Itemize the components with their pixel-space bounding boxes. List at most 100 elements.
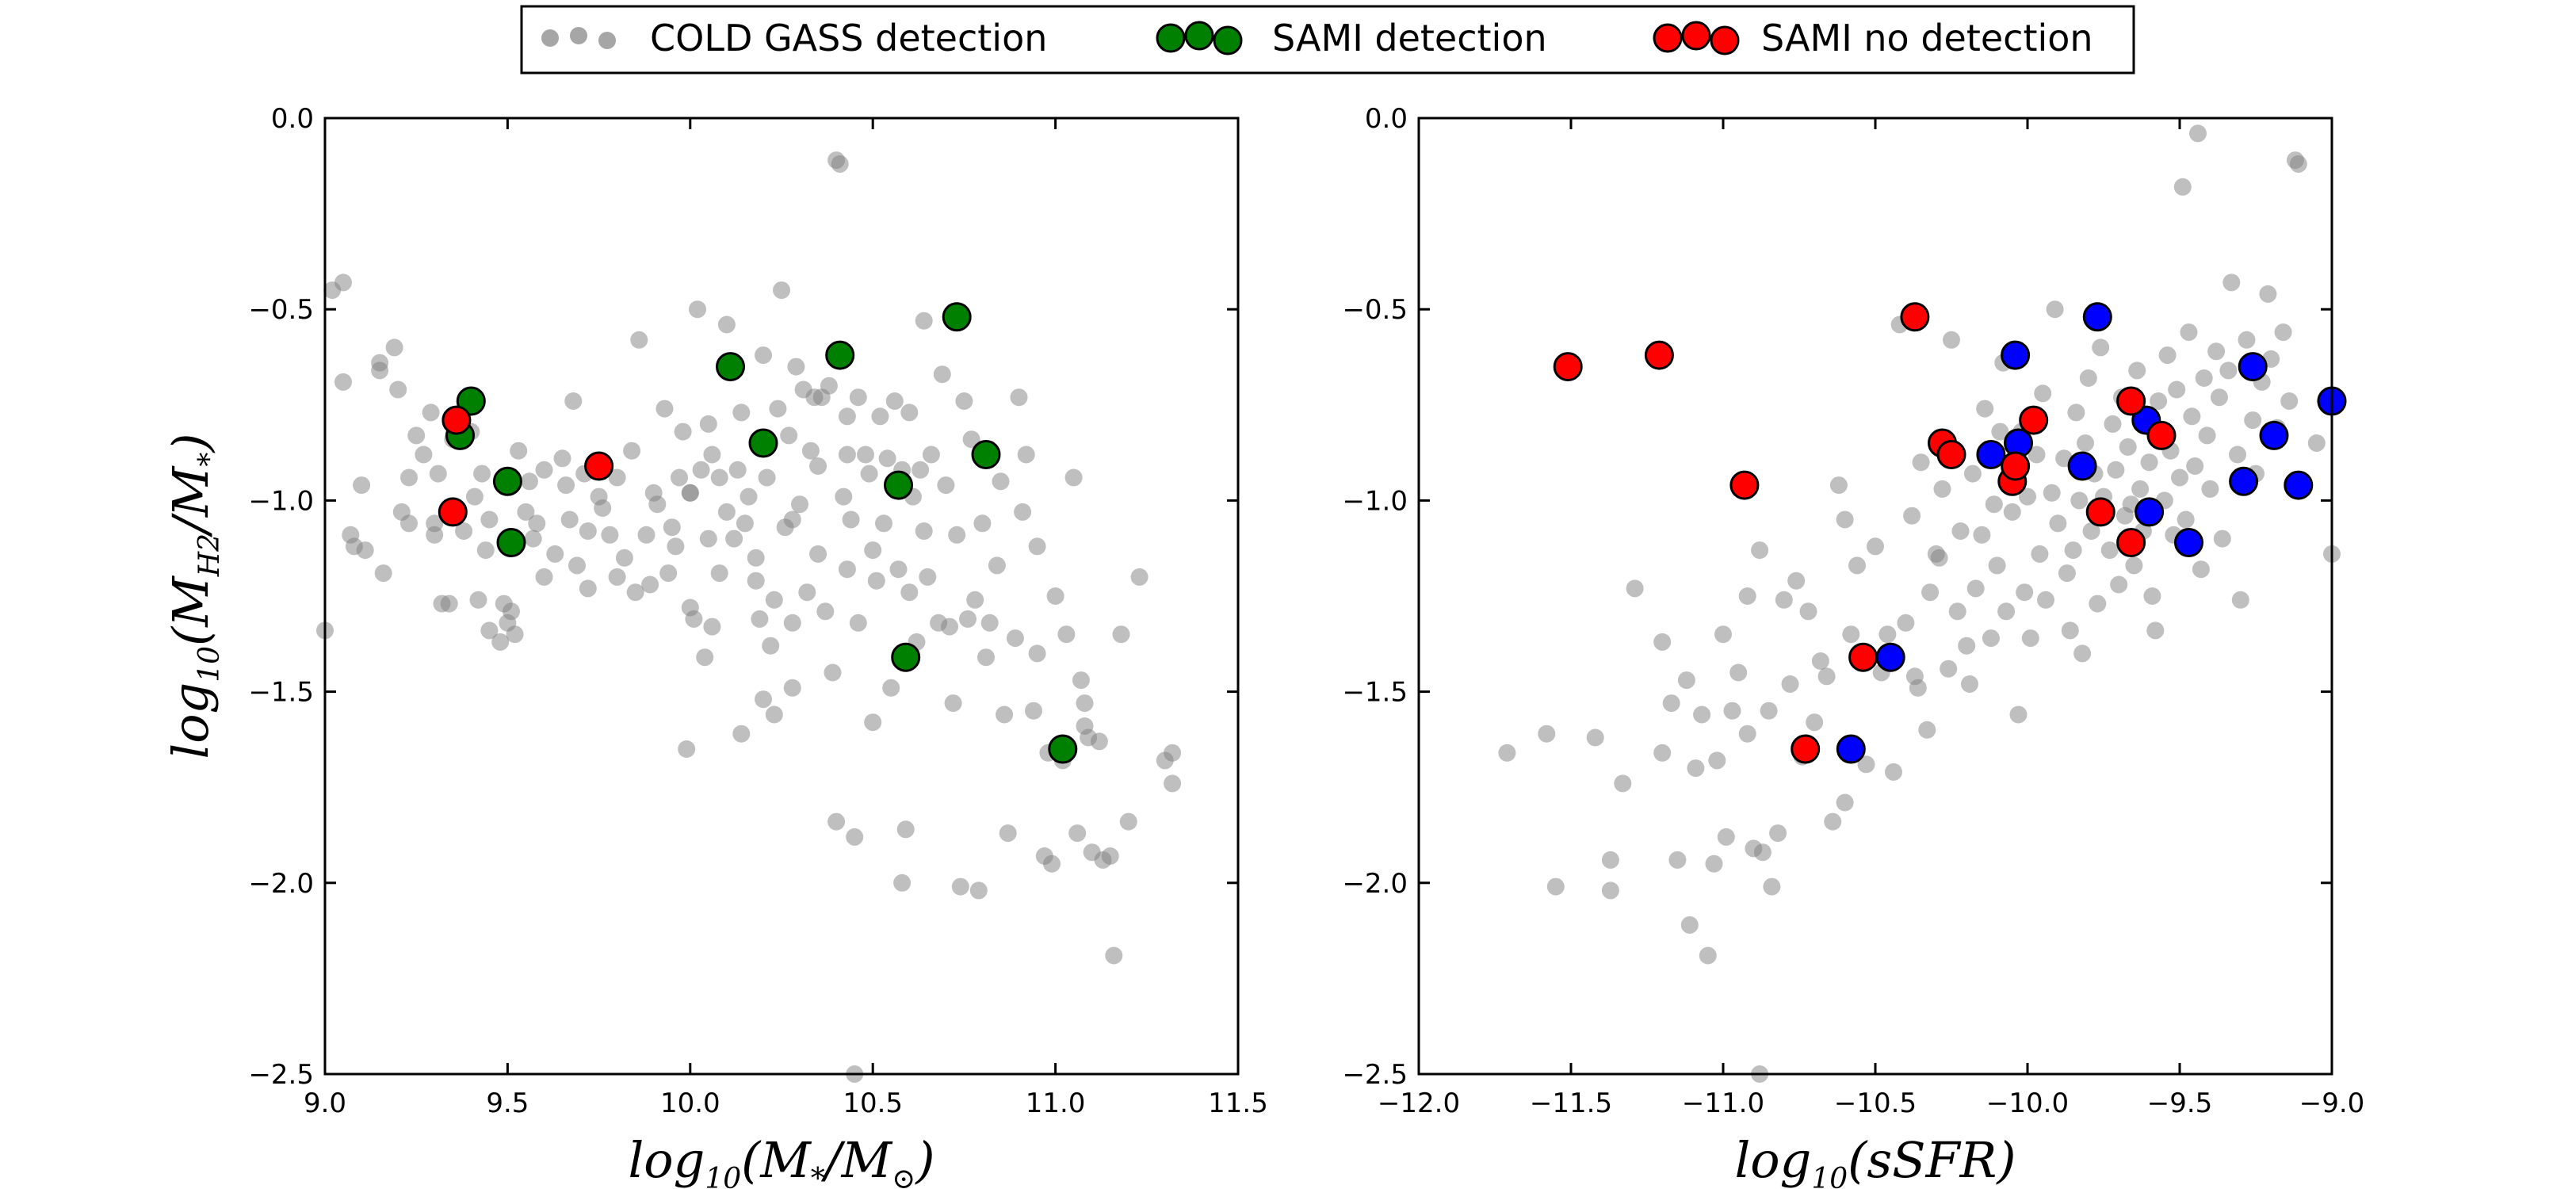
sami-detection-point [1976,440,2006,469]
x-tick-label: −9.5 [2147,1088,2213,1119]
cold-gass-point [1817,667,1836,686]
cold-gass-point [824,663,842,682]
legend-item-sami-no-detection: SAMI no detection [1653,17,2093,59]
cold-gass-point [1948,602,1966,621]
plot-frame [1417,117,2333,1076]
sami-no-detection-point [2116,528,2146,557]
cold-gass-point [710,564,728,583]
cold-gass-point [809,545,827,563]
cold-gass-point [608,468,626,487]
x-tick-label: 11.0 [1026,1088,1086,1119]
cold-gass-point [948,526,966,544]
cold-gass-point [334,373,352,391]
sami-no-detection-point [441,405,472,435]
cold-gass-point [1112,625,1130,644]
cold-gass-point [740,487,758,506]
cold-gass-point [867,572,885,590]
cold-gass-point [2231,591,2249,609]
cold-gass-point [864,541,882,560]
cold-gass-point [528,514,546,533]
cold-gass-point [1072,671,1090,690]
cold-gass-point [2222,273,2241,292]
x-tick-label: 11.5 [1208,1088,1268,1119]
cold-gass-point [1806,713,1824,732]
cold-gass-point [2210,388,2228,407]
cold-gass-point [1848,556,1866,575]
cold-gass-point [773,281,790,300]
sami-no-detection-point [2019,405,2049,435]
cold-gass-point [385,338,403,357]
cold-gass-point [1028,644,1046,663]
cold-gass-point [747,549,765,567]
cold-gass-point [2201,480,2219,498]
cold-gass-point [579,522,597,540]
cold-gass-point [521,472,538,491]
cold-gass-point [2070,491,2089,510]
cold-gass-point [1997,602,2016,621]
cold-gass-point [1714,625,1732,644]
cold-gass-point [838,445,856,464]
cold-gass-point [663,518,681,537]
cold-gass-point [641,575,659,594]
legend-label-cold-gass: COLD GASS detection [650,17,1047,59]
cold-gass-point [2168,380,2186,399]
cold-gass-point [988,556,1006,575]
cold-gass-point [1614,774,1632,793]
cold-gass-point [2307,434,2326,452]
cold-gass-point [717,315,736,334]
cold-gass-point [615,549,633,567]
cold-gass-point [1760,702,1778,720]
cold-gass-point [2259,285,2277,303]
cold-gass-point [857,445,874,464]
cold-gass-point [835,487,853,506]
cold-gass-point [860,465,878,483]
cold-gass-point [2238,331,2256,349]
cold-gass-point [1973,526,1991,544]
cold-gass-point [2064,541,2082,560]
cold-gass-point [400,514,418,533]
cold-gass-point [1090,732,1108,751]
x-tick-label: 9.0 [304,1088,346,1119]
legend-item-sami-detection: SAMI detection [1156,17,1547,59]
cold-gass-point [2110,575,2128,594]
cold-gass-point [732,403,751,422]
cold-gass-point [2289,155,2307,173]
cold-gass-point [1653,744,1672,762]
legend-item-cold-gass: COLD GASS detection [541,17,1047,59]
cold-gass-point [915,312,933,330]
cold-gass-point [765,591,783,609]
sami-detection-point [2284,470,2314,500]
cold-gass-point [2143,587,2161,605]
cold-gass-point [1878,625,1897,644]
cold-gass-point [469,591,487,609]
cold-gass-point [801,442,820,460]
cold-gass-point [1498,744,1516,762]
y-tick-label: −0.5 [248,294,314,326]
cold-gass-point [476,541,495,560]
cold-gass-point [2140,453,2158,472]
cold-gass-point [889,560,908,579]
cold-gass-point [655,400,674,418]
y-tick-label: −1.5 [1342,677,1408,709]
cold-gass-point [1101,847,1119,865]
cold-gass-point [1921,583,1940,602]
cold-gass-point [2003,503,2021,521]
cold-gass-point [667,537,685,556]
cold-gass-point [1751,541,1769,560]
cold-gass-point [1164,744,1182,762]
cold-gass-point [900,583,919,602]
cold-gass-point [849,614,867,632]
cold-gass-point [703,617,721,636]
cold-gass-point [944,694,962,713]
cold-gass-point [564,392,583,410]
legend-marker [1184,21,1214,51]
sami-no-detection-point [1553,352,1583,382]
sami-no-detection-point [2001,451,2031,481]
cold-gass-point [751,610,769,628]
cold-gass-point [977,648,995,667]
cold-gass-point [1025,702,1042,720]
cold-gass-point [783,679,801,697]
cold-gass-point [1046,587,1064,605]
cold-gass-point [762,637,780,655]
cold-gass-point [480,510,499,529]
